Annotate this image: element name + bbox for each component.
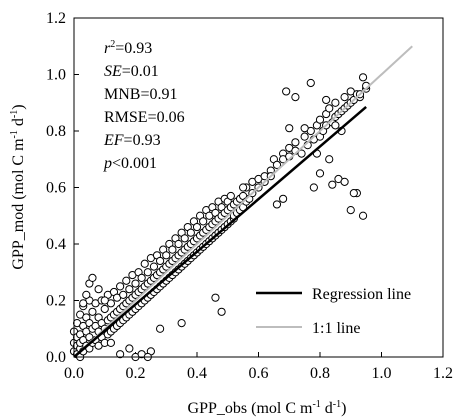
- data-point: [239, 183, 248, 192]
- data-point: [291, 93, 300, 102]
- data-point: [328, 180, 337, 189]
- legend-label-identity: 1:1 line: [312, 320, 360, 337]
- plot-frame: [73, 17, 444, 358]
- data-point: [272, 200, 282, 209]
- data-point: [272, 160, 282, 169]
- data-point: [119, 290, 128, 299]
- axis-x-ticks: 0.0 0.2 0.4 0.6 0.8 1.0 1.2: [64, 352, 453, 382]
- data-point: [285, 124, 294, 133]
- data-point: [309, 183, 318, 192]
- data-point: [125, 285, 134, 294]
- legend-label-regression: Regression line: [312, 286, 411, 303]
- stat-se: SE=0.01: [104, 63, 159, 80]
- data-point: [340, 93, 349, 102]
- data-point: [331, 121, 340, 130]
- x-tick-label: 0.4: [187, 365, 207, 382]
- stat-ef: EF=0.93: [103, 132, 161, 149]
- data-point: [156, 256, 165, 266]
- x-tick-label: 0.2: [126, 365, 146, 382]
- data-point: [106, 338, 116, 347]
- x-tick-label: 0.8: [310, 365, 330, 382]
- data-point: [226, 191, 235, 201]
- data-point: [116, 350, 125, 359]
- y-tick-label: 0.0: [46, 349, 66, 366]
- data-point: [131, 279, 140, 288]
- y-tick-label: 0.2: [46, 293, 66, 310]
- data-point: [88, 273, 97, 282]
- data-point: [211, 293, 220, 302]
- data-point: [100, 304, 109, 314]
- data-point: [325, 104, 334, 113]
- y-tick-label: 0.6: [46, 180, 66, 197]
- data-point: [180, 234, 189, 243]
- data-point: [315, 169, 325, 178]
- data-point: [140, 259, 149, 268]
- data-point: [149, 262, 159, 271]
- y-tick-label: 0.8: [46, 123, 66, 140]
- y-tick-label: 1.2: [46, 10, 66, 27]
- data-point: [325, 155, 334, 164]
- stat-r2: r2=0.93: [104, 39, 152, 57]
- x-axis-label: GPP_obs (mol C m-1 d-1): [188, 399, 347, 417]
- y-axis-label: GPP_mod (mol C m-1 d-1): [9, 104, 27, 269]
- data-point: [94, 285, 103, 294]
- data-point: [125, 344, 134, 353]
- data-point: [358, 73, 368, 82]
- data-point: [279, 194, 288, 203]
- data-point: [168, 245, 177, 254]
- data-point: [122, 276, 131, 285]
- data-point: [199, 217, 208, 226]
- data-point: [306, 78, 315, 88]
- data-point: [162, 251, 171, 260]
- data-point: [143, 268, 152, 277]
- stat-rmse: RMSE=0.06: [104, 109, 185, 126]
- y-tick-label: 1.0: [46, 67, 66, 84]
- stat-mnb: MNB=0.91: [104, 86, 177, 103]
- data-point: [116, 282, 125, 291]
- identity-line: [73, 45, 413, 358]
- data-point: [349, 189, 358, 198]
- data-point: [156, 324, 165, 333]
- x-tick-label: 0.6: [249, 365, 269, 382]
- data-point: [192, 222, 202, 232]
- data-point: [79, 299, 88, 308]
- data-point: [297, 149, 306, 158]
- data-point: [358, 211, 368, 220]
- stats-block: r2=0.93 SE=0.01 MNB=0.91 RMSE=0.06 EF=0.93 p<…: [103, 39, 185, 172]
- data-point: [88, 307, 97, 316]
- legend: Regression line 1:1 line: [256, 286, 411, 337]
- x-tick-label: 1.2: [433, 365, 453, 382]
- regression-line: [73, 106, 367, 358]
- data-point: [340, 177, 349, 186]
- data-point: [346, 206, 355, 215]
- data-point: [186, 228, 195, 237]
- data-point: [82, 290, 91, 299]
- data-point: [300, 124, 309, 133]
- data-point: [291, 138, 300, 147]
- y-tick-label: 0.4: [46, 236, 66, 253]
- x-tick-label: 0.0: [64, 365, 84, 382]
- data-point: [282, 87, 291, 96]
- data-point: [137, 273, 146, 282]
- data-point: [174, 239, 183, 249]
- data-point: [315, 115, 325, 124]
- data-point: [100, 296, 109, 305]
- data-point: [322, 95, 331, 105]
- x-tick-label: 1.0: [372, 365, 392, 382]
- axis-y-ticks: 0.0 0.2 0.4 0.6 0.8 1.0 1.2: [46, 10, 79, 366]
- stat-p: p<0.001: [103, 155, 157, 172]
- data-point: [217, 307, 226, 316]
- data-point: [177, 319, 186, 328]
- data-point: [300, 132, 309, 141]
- data-point: [331, 98, 340, 107]
